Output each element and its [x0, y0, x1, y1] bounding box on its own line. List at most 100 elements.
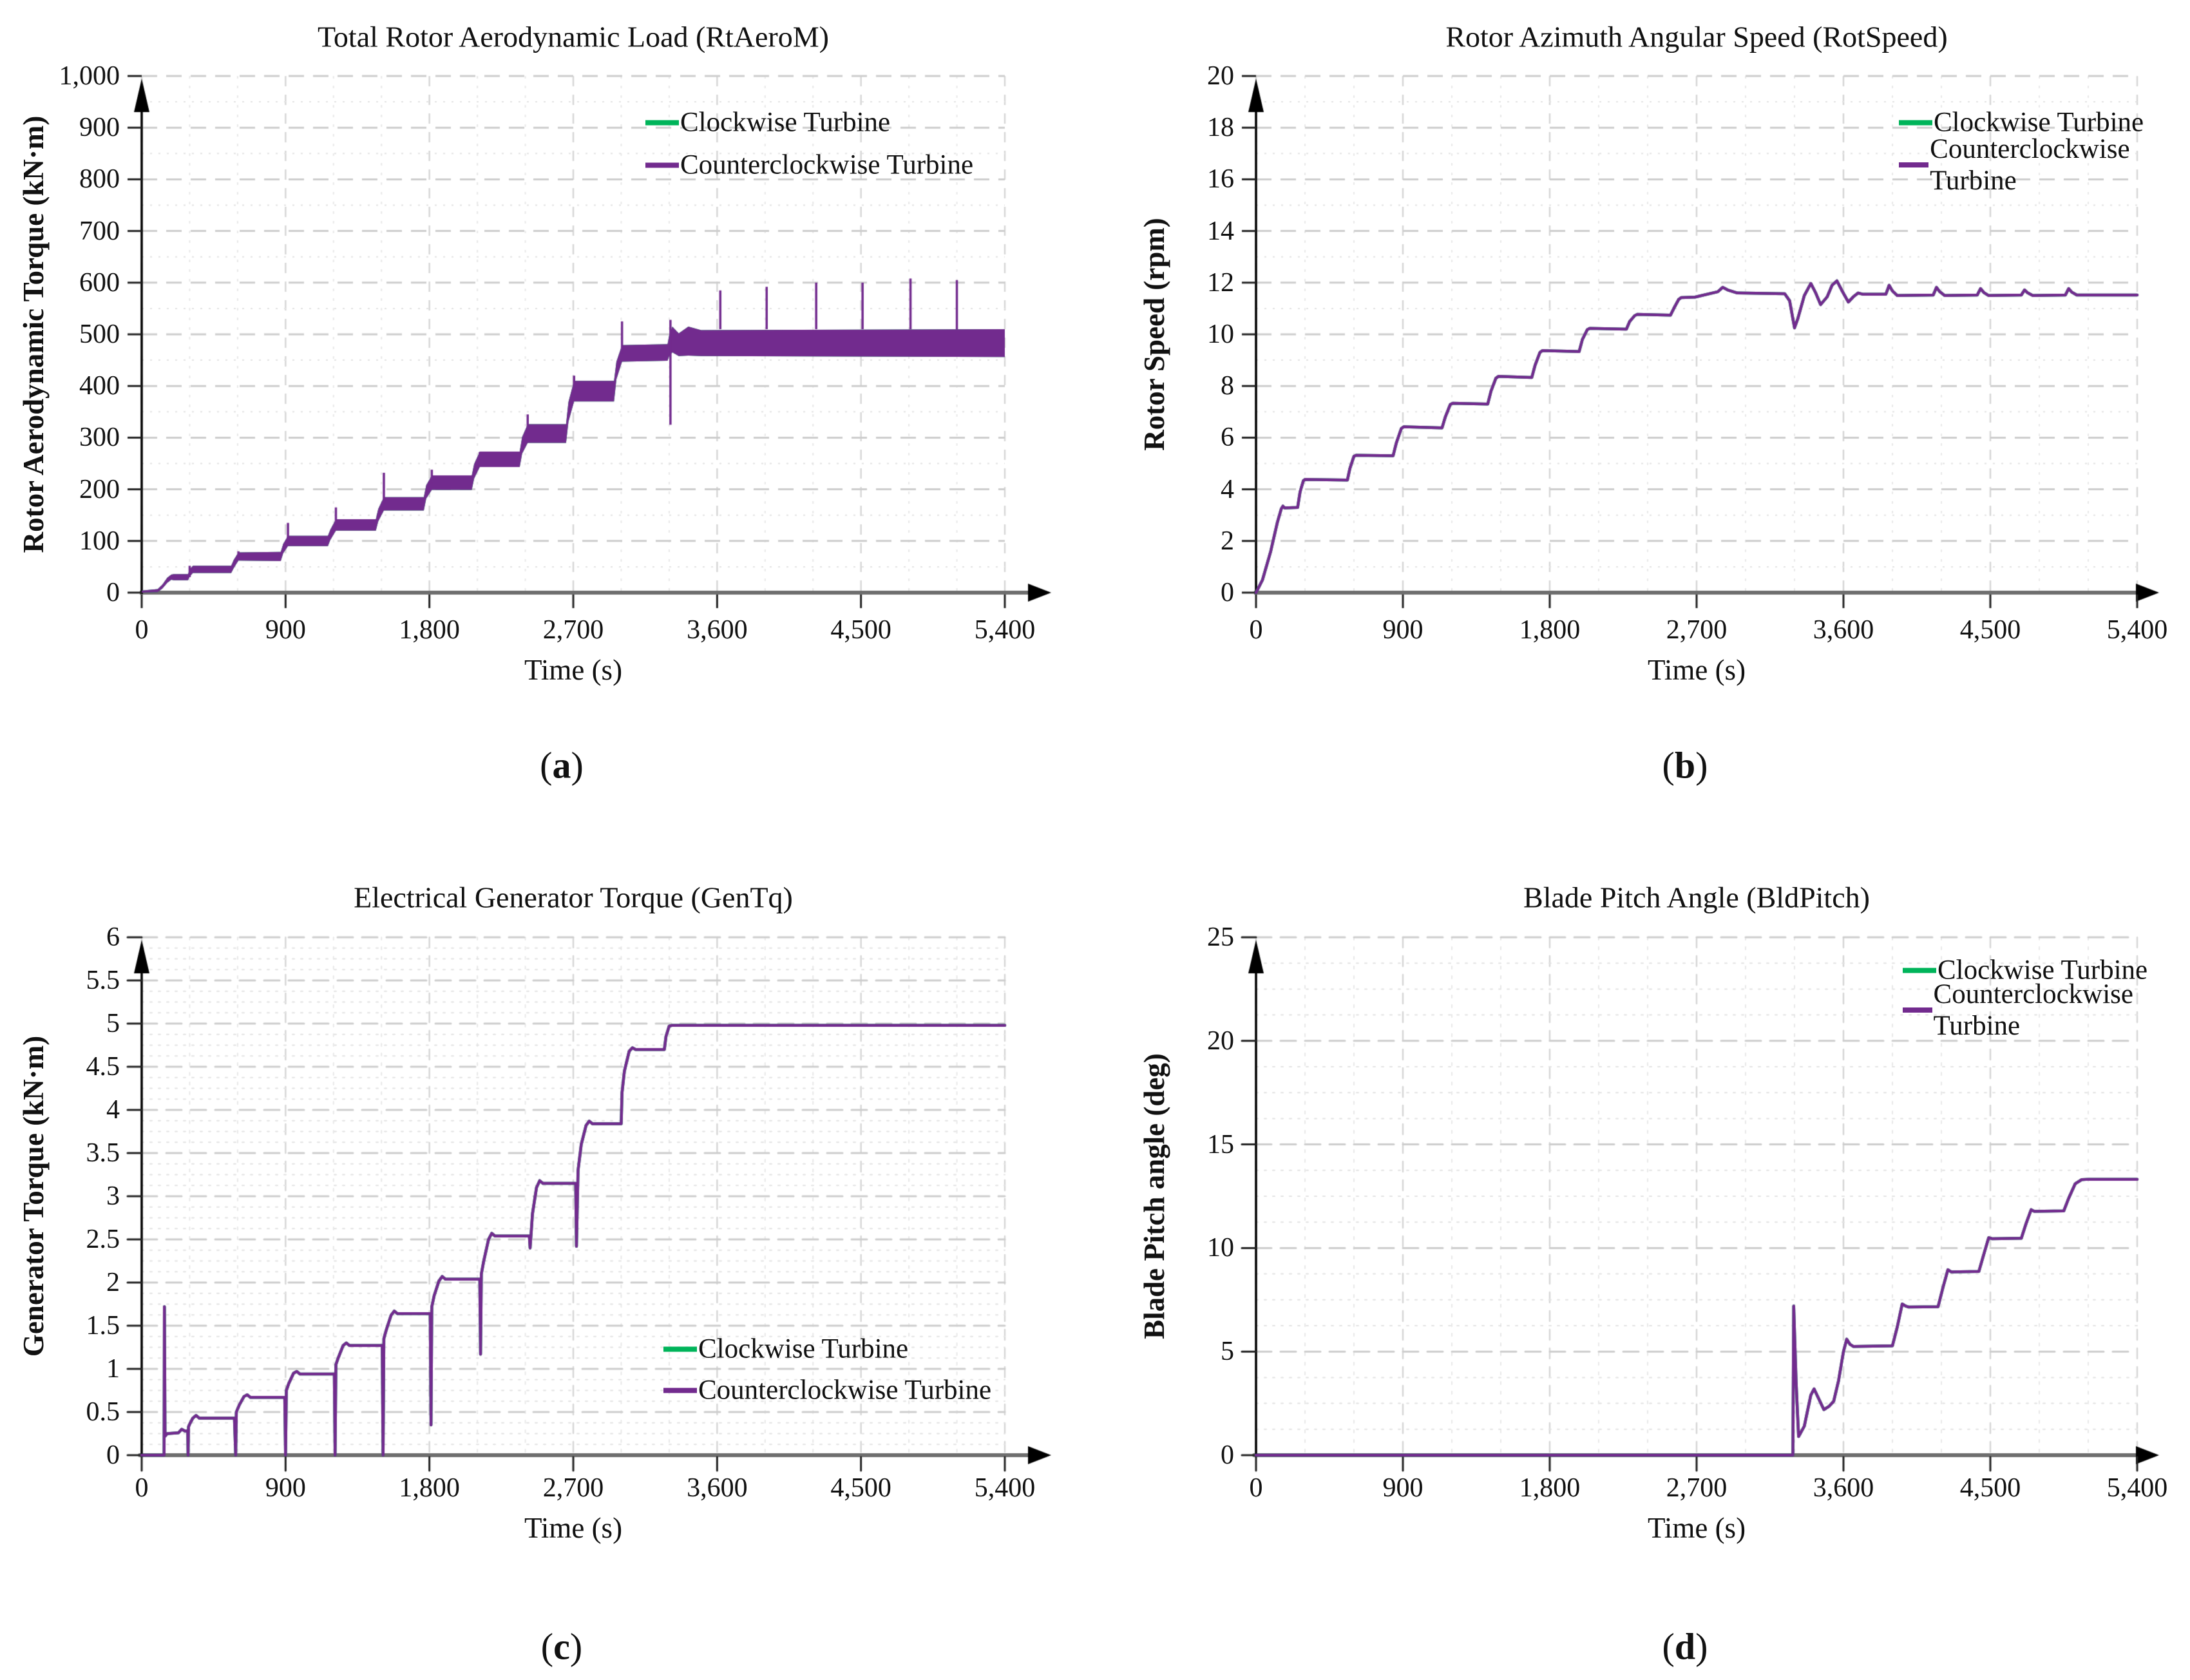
y-tick-label-c: 4.5 [86, 1052, 120, 1082]
y-tick-label-b: 0 [1221, 578, 1234, 607]
y-tick-label-d: 10 [1207, 1233, 1234, 1263]
y-tick-label-d: 5 [1221, 1337, 1234, 1367]
legend-item-counterclockwise-b: Counterclockwise Turbine [1899, 133, 2190, 196]
y-tick-label-b: 18 [1207, 113, 1234, 143]
x-tick-label-a: 0 [135, 615, 149, 645]
y-tick-label-a: 300 [79, 423, 120, 453]
x-axis-label-b: Time (s) [1647, 654, 1746, 686]
legend-line-swatch-icon [1903, 1007, 1932, 1013]
legend-label: Counterclockwise Turbine [680, 149, 974, 180]
y-tick-label-b: 6 [1221, 423, 1234, 453]
x-tick-label-c: 900 [265, 1473, 306, 1503]
legend-line-swatch-icon [663, 1346, 697, 1351]
legend-item-clockwise-a: Clockwise Turbine [645, 107, 890, 138]
chart-title-b: Rotor Azimuth Angular Speed (RotSpeed) [1445, 20, 1948, 53]
legend-line-swatch-icon [1899, 120, 1932, 125]
legend-item-clockwise-c: Clockwise Turbine [663, 1333, 908, 1365]
x-axis-label-a: Time (s) [524, 654, 623, 686]
y-tick-label-b: 20 [1207, 61, 1234, 91]
legend-line-swatch-icon [645, 162, 679, 167]
x-tick-label-b: 5,400 [2106, 615, 2168, 645]
y-tick-label-c: 0 [106, 1440, 120, 1470]
x-tick-label-a: 4,500 [830, 615, 891, 645]
legend-label: Clockwise Turbine [1934, 107, 2144, 138]
legend-line-swatch-icon [663, 1388, 697, 1393]
x-tick-label-a: 900 [265, 615, 306, 645]
y-tick-label-a: 800 [79, 164, 120, 195]
x-tick-label-c: 1,800 [399, 1473, 460, 1503]
y-tick-label-b: 2 [1221, 526, 1234, 556]
y-tick-label-a: 1,000 [59, 61, 120, 91]
legend-label: Clockwise Turbine [698, 1333, 909, 1364]
y-tick-label-a: 900 [79, 113, 120, 143]
y-tick-label-c: 5 [106, 1009, 120, 1038]
legend-label: Clockwise Turbine [1938, 955, 2148, 986]
legend-line-swatch-icon [645, 120, 679, 125]
x-axis-label-d: Time (s) [1647, 1512, 1746, 1544]
y-tick-label-a: 100 [79, 526, 120, 556]
y-tick-label-b: 16 [1207, 164, 1234, 195]
y-tick-label-c: 5.5 [86, 966, 120, 995]
x-tick-label-c: 4,500 [830, 1473, 891, 1503]
x-tick-label-c: 2,700 [542, 1473, 604, 1503]
y-axis-label-c: Generator Torque (kN·m) [17, 1035, 50, 1357]
y-tick-label-c: 1 [106, 1354, 120, 1384]
legend-item-clockwise-b: Clockwise Turbine [1899, 107, 2144, 138]
x-tick-label-a: 5,400 [974, 615, 1036, 645]
y-tick-label-c: 6 [106, 922, 120, 952]
x-tick-label-d: 900 [1382, 1473, 1424, 1503]
x-tick-label-c: 3,600 [687, 1473, 748, 1503]
y-tick-label-b: 12 [1207, 267, 1234, 298]
y-tick-label-a: 600 [79, 267, 120, 298]
subfigure-caption-d: (d) [1662, 1625, 1708, 1668]
legend-item-clockwise-d: Clockwise Turbine [1903, 955, 2147, 986]
x-tick-label-b: 2,700 [1666, 615, 1728, 645]
y-tick-label-c: 3 [106, 1181, 120, 1211]
y-tick-label-b: 14 [1207, 216, 1234, 246]
y-tick-label-d: 20 [1207, 1026, 1234, 1056]
y-tick-label-a: 200 [79, 474, 120, 504]
chart-title-d: Blade Pitch Angle (BldPitch) [1523, 881, 1870, 914]
legend-label: Clockwise Turbine [680, 107, 891, 138]
y-tick-label-a: 700 [79, 216, 120, 246]
x-tick-label-d: 5,400 [2106, 1473, 2168, 1503]
y-tick-label-b: 10 [1207, 320, 1234, 349]
x-tick-label-b: 3,600 [1813, 615, 1874, 645]
legend-label: Counterclockwise Turbine [1933, 979, 2134, 1041]
x-tick-label-c: 5,400 [974, 1473, 1036, 1503]
y-tick-label-a: 0 [106, 578, 120, 607]
y-axis-label-d: Blade Pitch angle (deg) [1138, 1053, 1170, 1339]
chart-title-a: Total Rotor Aerodynamic Load (RtAeroM) [318, 20, 829, 53]
legend-item-counterclockwise-d: Counterclockwise Turbine [1903, 978, 2190, 1042]
x-tick-label-d: 0 [1249, 1473, 1263, 1503]
legend-item-counterclockwise-a: Counterclockwise Turbine [645, 149, 973, 181]
y-tick-label-b: 8 [1221, 371, 1234, 401]
y-tick-label-c: 2.5 [86, 1225, 120, 1254]
y-tick-label-d: 25 [1207, 922, 1234, 952]
x-tick-label-d: 3,600 [1813, 1473, 1874, 1503]
y-tick-label-c: 1.5 [86, 1311, 120, 1341]
y-tick-label-a: 400 [79, 371, 120, 401]
subfigure-caption-c: (c) [540, 1625, 583, 1668]
x-tick-label-b: 900 [1382, 615, 1424, 645]
x-tick-label-a: 1,800 [399, 615, 460, 645]
y-tick-label-c: 4 [106, 1095, 120, 1125]
y-tick-label-a: 500 [79, 320, 120, 349]
chart-title-c: Electrical Generator Torque (GenTq) [354, 881, 793, 914]
y-tick-label-c: 2 [106, 1268, 120, 1297]
x-tick-label-c: 0 [135, 1473, 149, 1503]
x-tick-label-d: 2,700 [1666, 1473, 1728, 1503]
x-tick-label-a: 2,700 [542, 615, 604, 645]
y-tick-label-d: 15 [1207, 1129, 1234, 1160]
x-tick-label-b: 4,500 [1959, 615, 2021, 645]
y-tick-label-d: 0 [1221, 1440, 1234, 1470]
legend-item-counterclockwise-c: Counterclockwise Turbine [663, 1375, 991, 1406]
subfigure-caption-a: (a) [540, 744, 584, 787]
y-axis-label-a: Rotor Aerodynamic Torque (kN·m) [17, 115, 50, 553]
x-tick-label-a: 3,600 [687, 615, 748, 645]
y-tick-label-c: 3.5 [86, 1138, 120, 1168]
y-tick-label-c: 0.5 [86, 1397, 120, 1427]
x-tick-label-d: 1,800 [1519, 1473, 1581, 1503]
